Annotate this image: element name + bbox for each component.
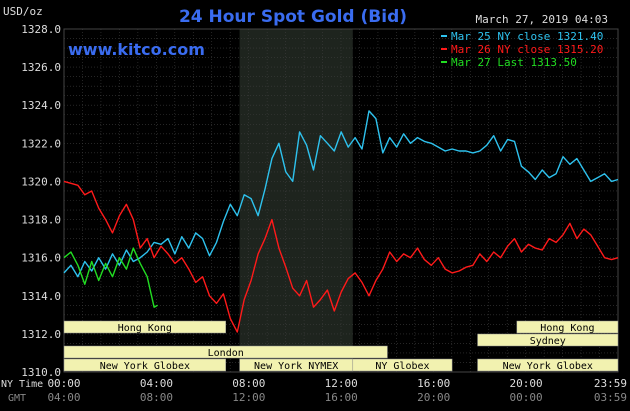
y-axis-unit-label: USD/oz	[3, 5, 43, 18]
x-tick-label-gmt: 00:00	[509, 391, 542, 404]
series-line-0	[63, 110, 619, 278]
session-bar	[477, 358, 619, 372]
nymex-highlight-region	[239, 29, 353, 372]
x-tick-label-ny: 20:00	[509, 377, 542, 390]
x-tick-label-ny: 12:00	[325, 377, 358, 390]
x-tick-label-gmt: 03:59	[594, 391, 627, 404]
x-tick-label-ny: 16:00	[417, 377, 450, 390]
market-sessions: Hong Kong Hong Kong Sydney London New York G…	[63, 320, 619, 372]
x-tick-label-gmt: 12:00	[232, 391, 265, 404]
session-bar	[477, 333, 619, 347]
y-tick-label: 1316.0	[21, 252, 61, 265]
x-tick-label-gmt: 16:00	[325, 391, 358, 404]
session-label: New York Globex	[503, 361, 593, 372]
session-label: NY Globex	[375, 361, 429, 372]
plot-frame	[63, 28, 619, 373]
y-tick-label: 1328.0	[21, 23, 61, 36]
session-label: Sydney	[530, 336, 566, 347]
x-tick-label-gmt: 08:00	[140, 391, 173, 404]
y-tick-label: 1318.0	[21, 214, 61, 227]
session-label: Hong Kong	[540, 323, 594, 334]
series-line-2	[63, 247, 158, 308]
legend-entry: Mar 27 Last 1313.50	[451, 56, 577, 69]
session-bar	[516, 320, 619, 334]
x-tick-label-ny: 08:00	[232, 377, 265, 390]
y-tick-label: 1322.0	[21, 137, 61, 150]
session-bar	[63, 358, 226, 372]
session-label: London	[208, 348, 244, 359]
x-axis-ticks: 00:00 04:00 08:00 12:00 16:00 20:00 23:5904:00…	[47, 377, 627, 404]
session-label: Hong Kong	[118, 323, 172, 334]
x-tick-label-gmt: 04:00	[47, 391, 80, 404]
y-tick-label: 1312.0	[21, 328, 61, 341]
series-line-1	[63, 180, 619, 333]
price-series	[63, 110, 619, 333]
y-tick-label: 1326.0	[21, 61, 61, 74]
session-label: New York NYMEX	[254, 361, 338, 372]
chart-title: 24 Hour Spot Gold (Bid)	[179, 7, 407, 27]
x-tick-label-gmt: 20:00	[417, 391, 450, 404]
x-tick-label-ny: 00:00	[47, 377, 80, 390]
legend-entry: Mar 25 NY close 1321.40	[451, 30, 603, 43]
y-tick-label: 1324.0	[21, 99, 61, 112]
y-tick-label: 1320.0	[21, 175, 61, 188]
legend-entry: Mar 26 NY close 1315.20	[451, 43, 603, 56]
brand-url: www.kitco.com	[68, 40, 205, 59]
y-axis-ticks: 1310.0 1312.0 1314.0 1316.0 1318.0 1320.0 1322…	[21, 23, 61, 379]
session-bar	[352, 358, 453, 372]
session-label: New York Globex	[100, 361, 190, 372]
x-tick-label-ny: 04:00	[140, 377, 173, 390]
y-tick-label: 1310.0	[21, 366, 61, 379]
x-tick-label-ny: 23:59	[594, 377, 627, 390]
gmt-row-label: GMT	[8, 393, 26, 404]
ny-time-row-label: NY Time	[1, 379, 43, 390]
chart-timestamp: March 27, 2019 04:03	[476, 13, 608, 26]
session-bar	[63, 320, 226, 334]
y-tick-label: 1314.0	[21, 290, 61, 303]
session-bar	[63, 345, 388, 359]
